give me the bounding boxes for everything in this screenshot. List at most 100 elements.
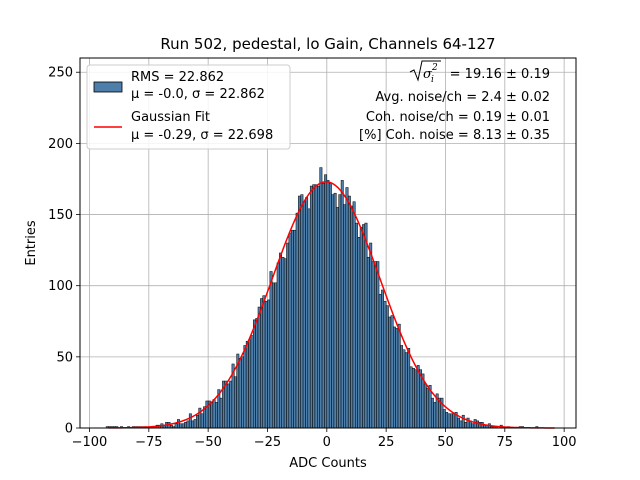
histogram-bar <box>340 180 344 429</box>
histogram-bar <box>343 204 347 429</box>
x-tick-label: −25 <box>254 435 281 450</box>
histogram-bar <box>302 201 306 429</box>
histogram-bar <box>447 413 451 429</box>
histogram-bar <box>255 318 259 429</box>
svg-text:i: i <box>431 75 434 85</box>
histogram-bar <box>359 227 363 429</box>
histogram-bar <box>305 197 309 429</box>
histogram-bar <box>281 256 285 429</box>
histogram-bar <box>286 242 290 429</box>
x-tick-label: 0 <box>323 435 331 450</box>
histogram-bar <box>409 366 413 429</box>
y-tick-label: 100 <box>48 279 73 294</box>
histogram-bar <box>397 323 401 429</box>
histogram-bar <box>473 419 477 429</box>
histogram-bar <box>193 419 197 429</box>
histogram-bar <box>257 306 261 429</box>
histogram-bar <box>179 423 183 429</box>
x-tick-label: −100 <box>72 435 108 450</box>
histogram-bar <box>264 301 268 429</box>
y-tick-label: 200 <box>48 137 73 152</box>
histogram-bar <box>295 212 299 429</box>
histogram-bar <box>307 208 311 429</box>
legend-box <box>86 64 291 150</box>
chart-title: Run 502, pedestal, lo Gain, Channels 64-… <box>160 35 495 53</box>
sqrt-sigma-symbol: σ i 2 <box>409 60 441 85</box>
y-axis-ticks: 0 50 100 150 200 250 <box>48 66 80 437</box>
histogram-bar <box>250 335 254 429</box>
histogram-bar <box>464 422 468 429</box>
histogram-bar <box>390 315 394 429</box>
histogram-bar <box>345 187 349 429</box>
histogram-bar <box>298 195 301 429</box>
histogram-bar <box>395 328 399 429</box>
x-tick-label: 50 <box>437 435 454 450</box>
annotation-total-noise: = 19.16 ± 0.19 <box>450 67 550 82</box>
legend-fit-stats: μ = -0.29, σ = 22.698 <box>131 128 273 143</box>
histogram-bar <box>326 180 330 429</box>
histogram-bar <box>366 256 370 429</box>
y-tick-label: 50 <box>56 350 73 365</box>
histogram-bar <box>184 422 188 429</box>
histogram-bar <box>414 369 418 429</box>
x-axis-ticks: −100 −75 −50 −25 0 25 50 75 100 <box>72 428 577 450</box>
histogram-bar <box>260 298 263 429</box>
svg-text:σ: σ <box>423 67 433 82</box>
histogram-bar <box>393 326 396 429</box>
histogram-bar <box>433 402 437 429</box>
histogram-bar <box>426 387 430 429</box>
histogram-bar <box>196 414 199 429</box>
annotation-coherent-percent: [%] Coh. noise = 8.13 ± 0.35 <box>359 128 550 143</box>
histogram-bar <box>459 420 463 429</box>
histogram-bar <box>276 262 280 429</box>
histogram-bar <box>381 289 385 429</box>
histogram-bar <box>191 420 195 429</box>
histogram-bar <box>200 413 204 429</box>
histogram-bar <box>243 345 247 429</box>
svg-text:2: 2 <box>431 63 438 73</box>
histogram-bar <box>445 412 449 429</box>
histogram-bar <box>371 261 375 429</box>
histogram-bar <box>274 282 278 429</box>
histogram-bar <box>369 242 373 429</box>
histogram-bar <box>181 423 185 429</box>
histogram-bar <box>288 232 292 429</box>
histogram-bar <box>186 420 190 429</box>
histogram-bar <box>293 229 297 429</box>
histogram-bar <box>245 340 249 429</box>
x-tick-label: −50 <box>194 435 221 450</box>
histogram-bar <box>430 397 434 429</box>
histogram-bar <box>238 358 242 429</box>
histogram-bar <box>331 194 335 429</box>
histogram-bar <box>224 380 228 429</box>
histogram-bar <box>402 349 406 429</box>
histogram-bar <box>461 414 465 429</box>
x-tick-label: −75 <box>135 435 162 450</box>
histogram-bar <box>215 402 218 429</box>
histogram-bar <box>312 184 316 429</box>
histogram-bar <box>229 380 233 429</box>
x-axis-label: ADC Counts <box>289 456 367 471</box>
histogram-bar <box>234 376 237 429</box>
histogram-bar <box>338 194 342 429</box>
histogram-bar <box>174 423 178 429</box>
histogram-bar <box>188 413 192 429</box>
histogram-bar <box>442 409 446 429</box>
annotation-coherent-noise: Coh. noise/ch = 0.19 ± 0.01 <box>366 110 550 125</box>
histogram-bar <box>374 261 377 429</box>
histogram-bar <box>350 205 354 429</box>
histogram-bar <box>378 293 382 429</box>
histogram-bars <box>105 167 539 429</box>
histogram-bar <box>324 174 328 429</box>
histogram-bar <box>321 182 325 429</box>
histogram-bar <box>364 222 368 429</box>
histogram-bar <box>177 419 180 429</box>
histogram-bar <box>333 192 337 429</box>
legend-fit-label: Gaussian Fit <box>131 110 210 125</box>
histogram-bar <box>362 224 366 429</box>
histogram-bar <box>248 339 252 429</box>
histogram-bar <box>407 348 411 429</box>
histogram-bar <box>421 373 425 429</box>
histogram-bar <box>279 252 282 429</box>
